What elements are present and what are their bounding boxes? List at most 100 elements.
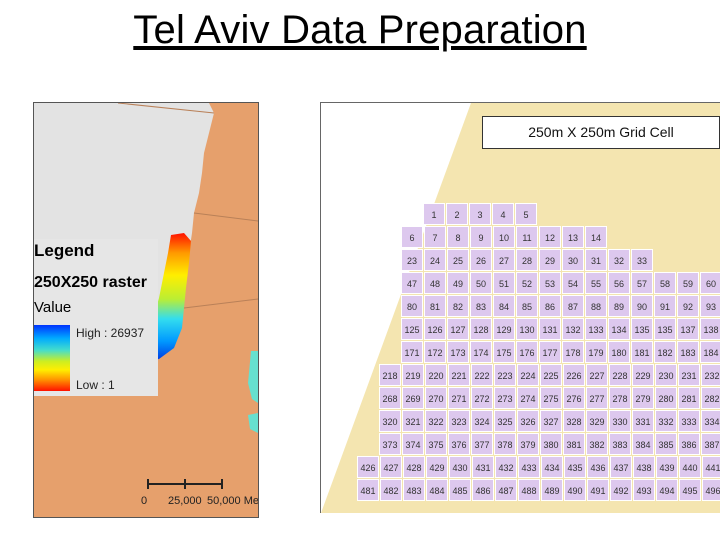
legend-low-label: Low : 1 — [76, 378, 115, 392]
grid-cell: 492 — [610, 479, 632, 501]
grid-cell: 126 — [424, 318, 446, 340]
grid-cell: 30 — [562, 249, 584, 271]
grid-cell: 381 — [563, 433, 585, 455]
grid-cell: 330 — [609, 410, 631, 432]
grid-cell: 333 — [678, 410, 700, 432]
grid-cell: 386 — [678, 433, 700, 455]
grid-cell: 223 — [494, 364, 516, 386]
grid-cell: 138 — [700, 318, 720, 340]
grid-cell: 270 — [425, 387, 447, 409]
grid-cell: 488 — [518, 479, 540, 501]
grid-cell: 176 — [516, 341, 538, 363]
grid-cell: 433 — [518, 456, 540, 478]
grid-cell: 54 — [562, 272, 584, 294]
grid-cell: 13 — [562, 226, 584, 248]
grid-cell: 31 — [585, 249, 607, 271]
scale-label-50000: 50,000 Meters — [207, 495, 259, 507]
grid-cell: 90 — [631, 295, 653, 317]
scale-bar-tick — [184, 479, 186, 489]
grid-cell: 377 — [471, 433, 493, 455]
grid-cell: 135 — [631, 318, 653, 340]
grid-cell: 183 — [677, 341, 699, 363]
grid-cell: 218 — [379, 364, 401, 386]
grid-cell: 5 — [515, 203, 537, 225]
grid-cell: 374 — [402, 433, 424, 455]
grid-cell: 385 — [655, 433, 677, 455]
grid-cell: 383 — [609, 433, 631, 455]
grid-cell: 272 — [471, 387, 493, 409]
grid-cell: 3 — [469, 203, 491, 225]
grid-cell: 177 — [539, 341, 561, 363]
grid-cell: 326 — [517, 410, 539, 432]
grid-cell-map: 1 2 3 4 5 6 7 8 9 10 11 12 13 14 23 24 25 26 27 28 29 30 31 32 3… — [320, 102, 720, 513]
grid-cell: 184 — [700, 341, 720, 363]
legend-high-label: High : 26937 — [76, 326, 145, 340]
grid-cell: 88 — [585, 295, 607, 317]
grid-cell: 268 — [379, 387, 401, 409]
grid-cell: 278 — [609, 387, 631, 409]
grid-cell: 26 — [470, 249, 492, 271]
grid-cell: 379 — [517, 433, 539, 455]
map-legend: Legend 250X250 raster Value High : 26937… — [34, 239, 158, 396]
grid-cell: 84 — [493, 295, 515, 317]
grid-cell: 85 — [516, 295, 538, 317]
grid-cell: 222 — [471, 364, 493, 386]
grid-cell: 325 — [494, 410, 516, 432]
grid-cell: 229 — [632, 364, 654, 386]
grid-cell: 489 — [541, 479, 563, 501]
grid-cell: 180 — [608, 341, 630, 363]
scale-bar-tick — [147, 479, 149, 489]
grid-cell: 6 — [401, 226, 423, 248]
grid-cell: 83 — [470, 295, 492, 317]
grid-cell: 275 — [540, 387, 562, 409]
grid-cell: 172 — [424, 341, 446, 363]
grid-cell: 269 — [402, 387, 424, 409]
grid-cell: 11 — [516, 226, 538, 248]
grid-cell: 324 — [471, 410, 493, 432]
grid-cell: 428 — [403, 456, 425, 478]
legend-field-name: Value — [34, 299, 72, 316]
grid-cell: 9 — [470, 226, 492, 248]
grid-cell: 8 — [447, 226, 469, 248]
grid-cell: 375 — [425, 433, 447, 455]
grid-cell: 91 — [654, 295, 676, 317]
legend-color-ramp — [34, 325, 70, 391]
grid-cell: 57 — [631, 272, 653, 294]
grid-cell: 47 — [401, 272, 423, 294]
grid-cell: 128 — [470, 318, 492, 340]
grid-cell: 482 — [380, 479, 402, 501]
grid-cell: 334 — [701, 410, 720, 432]
grid-cell: 53 — [539, 272, 561, 294]
grid-cell: 7 — [424, 226, 446, 248]
grid-cell: 82 — [447, 295, 469, 317]
grid-cell: 224 — [517, 364, 539, 386]
grid-cell: 25 — [447, 249, 469, 271]
grid-cell: 432 — [495, 456, 517, 478]
grid-cell: 127 — [447, 318, 469, 340]
grid-cell: 23 — [401, 249, 423, 271]
grid-cell: 332 — [655, 410, 677, 432]
grid-cell: 92 — [677, 295, 699, 317]
grid-cell: 33 — [631, 249, 653, 271]
grid-cell: 323 — [448, 410, 470, 432]
grid-cell: 491 — [587, 479, 609, 501]
grid-cell: 277 — [586, 387, 608, 409]
grid-cell: 490 — [564, 479, 586, 501]
grid-cell: 27 — [493, 249, 515, 271]
grid-cell: 135 — [654, 318, 676, 340]
lake-kinneret — [248, 351, 258, 403]
grid-cell: 86 — [539, 295, 561, 317]
grid-cell: 384 — [632, 433, 654, 455]
grid-cell: 437 — [610, 456, 632, 478]
grid-cell: 12 — [539, 226, 561, 248]
grid-cell: 52 — [516, 272, 538, 294]
grid-cell: 226 — [563, 364, 585, 386]
grid-caption: 250m X 250m Grid Cell — [482, 116, 720, 149]
grid-cell: 273 — [494, 387, 516, 409]
grid-cell: 174 — [470, 341, 492, 363]
grid-cell: 80 — [401, 295, 423, 317]
grid-cell: 28 — [516, 249, 538, 271]
grid-cell: 133 — [585, 318, 607, 340]
grid-cell: 58 — [654, 272, 676, 294]
grid-cell: 331 — [632, 410, 654, 432]
